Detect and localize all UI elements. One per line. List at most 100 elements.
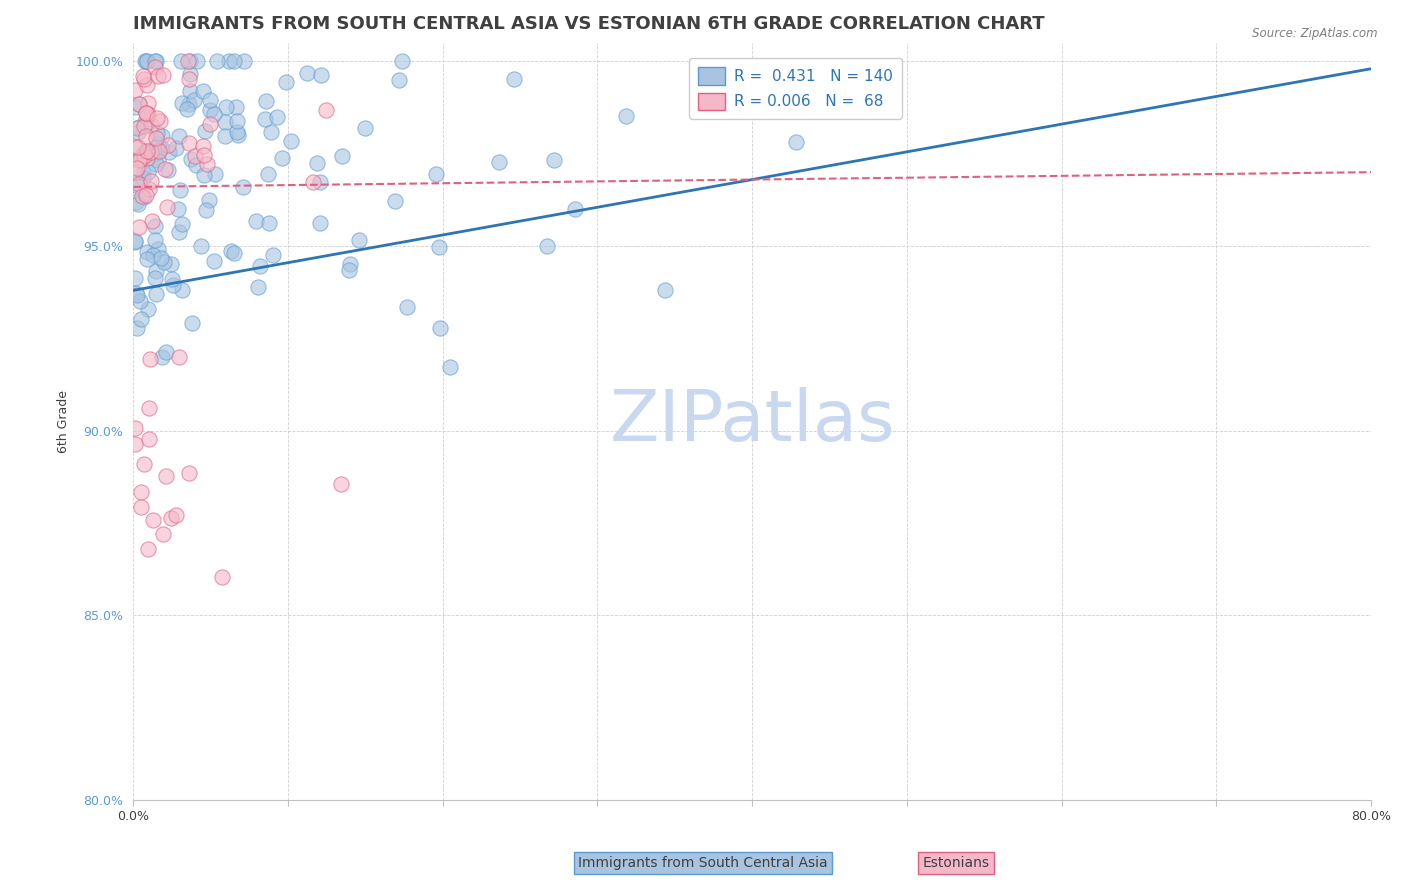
Point: [169, 225, 191, 239]
Point: [125, 161, 148, 175]
Point: [143, 60, 166, 74]
Point: [124, 235, 146, 250]
Point: [564, 202, 586, 216]
Point: [146, 126, 169, 140]
Point: [145, 264, 167, 278]
Point: [214, 115, 236, 129]
Point: [429, 321, 451, 335]
Point: [148, 69, 170, 83]
Point: [146, 242, 169, 256]
Point: [165, 508, 187, 522]
Point: [257, 216, 280, 230]
Point: [170, 54, 193, 69]
Point: [139, 352, 162, 367]
Point: [145, 156, 167, 170]
Point: [128, 294, 150, 309]
Point: [198, 103, 221, 117]
Point: [254, 112, 277, 127]
Point: [145, 54, 167, 69]
Point: [125, 120, 148, 135]
Point: [180, 152, 202, 166]
Point: [211, 570, 233, 584]
Point: [135, 151, 157, 165]
Point: [136, 244, 159, 259]
Point: [157, 145, 180, 160]
Point: [179, 54, 201, 69]
Point: [149, 114, 172, 128]
Point: [148, 153, 170, 167]
Point: [488, 155, 510, 169]
Point: [202, 106, 225, 120]
Point: [138, 401, 160, 416]
Point: [124, 83, 146, 97]
Point: [132, 69, 155, 83]
Point: [167, 202, 190, 217]
Point: [146, 139, 169, 153]
Text: Immigrants from South Central Asia: Immigrants from South Central Asia: [578, 855, 828, 870]
Point: [170, 96, 193, 111]
Point: [143, 270, 166, 285]
Point: [136, 95, 159, 110]
Point: [176, 103, 198, 117]
Point: [257, 167, 280, 181]
Point: [614, 109, 637, 123]
Point: [134, 54, 156, 69]
Point: [136, 252, 159, 266]
Point: [129, 312, 152, 326]
Point: [204, 167, 226, 181]
Point: [194, 203, 217, 218]
Point: [160, 511, 183, 525]
Point: [169, 183, 191, 197]
Point: [172, 283, 194, 297]
Point: [135, 106, 157, 120]
Point: [177, 466, 200, 480]
Point: [302, 175, 325, 189]
Point: [132, 119, 155, 133]
Point: [225, 114, 247, 128]
Point: [215, 100, 238, 114]
Point: [354, 120, 377, 135]
Point: [153, 161, 176, 176]
Point: [427, 240, 450, 254]
Text: ZIPatlas: ZIPatlas: [609, 387, 896, 456]
Point: [149, 141, 172, 155]
Point: [214, 128, 236, 143]
Point: [339, 256, 361, 270]
Point: [128, 220, 150, 235]
Point: [129, 500, 152, 515]
Point: [439, 359, 461, 374]
Point: [231, 179, 253, 194]
Point: [145, 130, 167, 145]
Point: [226, 128, 249, 142]
Point: [232, 54, 254, 69]
Point: [315, 103, 337, 117]
Point: [202, 254, 225, 268]
Point: [536, 238, 558, 252]
Point: [503, 72, 526, 87]
Point: [198, 93, 221, 107]
Point: [152, 254, 174, 268]
Point: [142, 248, 165, 262]
Point: [165, 140, 187, 154]
Point: [222, 54, 245, 69]
Point: [280, 135, 302, 149]
Point: [150, 128, 173, 143]
Point: [157, 163, 180, 178]
Point: [127, 287, 149, 301]
Point: [149, 251, 172, 265]
Point: [160, 272, 183, 286]
Point: [134, 457, 156, 471]
Point: [207, 54, 229, 69]
Point: [135, 112, 157, 126]
Point: [141, 118, 163, 132]
Point: [143, 54, 166, 69]
Point: [156, 200, 179, 214]
Point: [221, 244, 243, 258]
Point: [135, 105, 157, 120]
Point: [128, 120, 150, 134]
Point: [136, 301, 159, 316]
Point: [308, 175, 330, 189]
Point: [135, 54, 157, 69]
Point: [191, 139, 214, 153]
Point: [152, 68, 174, 82]
